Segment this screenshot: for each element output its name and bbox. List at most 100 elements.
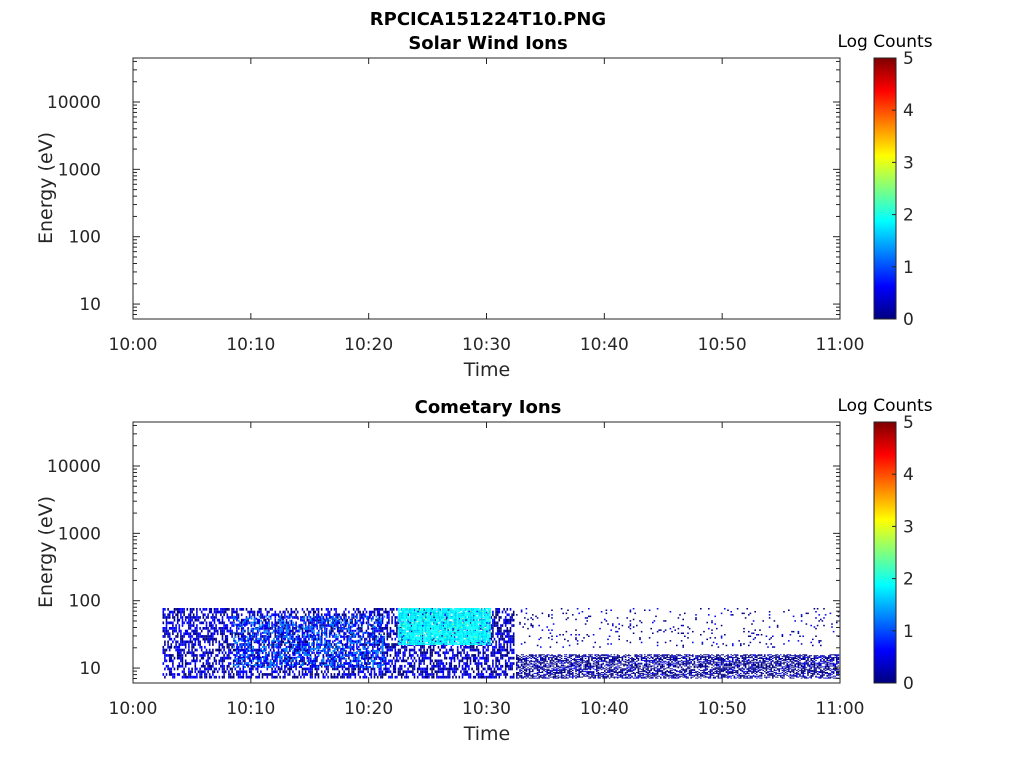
spectrogram-cell	[441, 633, 443, 635]
spectrogram-cell	[176, 635, 179, 638]
spectrogram-cell	[360, 627, 363, 630]
spectrogram-cell	[480, 662, 483, 665]
spectrogram-cell	[167, 640, 169, 644]
spectrogram-cell	[431, 608, 433, 611]
spectrogram-cell	[511, 651, 513, 655]
spectrogram-cell	[290, 635, 293, 638]
spectrogram-cell	[183, 608, 185, 611]
spectrogram-cell	[417, 622, 419, 624]
spectrogram-cell	[215, 629, 217, 633]
spectrogram-cell	[421, 637, 424, 641]
spectrogram-cell	[430, 630, 432, 633]
spectrogram-cell	[325, 664, 328, 668]
spectrogram-cell	[223, 648, 225, 652]
spectrogram-cell	[421, 659, 424, 663]
spectrogram-cell	[236, 649, 238, 652]
spectrogram-cell	[343, 619, 346, 622]
spectrogram-cell	[303, 633, 306, 636]
spectrogram-cell	[247, 643, 250, 646]
spectrogram-cell	[200, 670, 203, 674]
spectrogram-cell	[373, 673, 376, 676]
spectrogram-cell	[496, 664, 499, 668]
spectrogram-cell	[329, 664, 331, 666]
spectrogram-cell	[381, 673, 384, 676]
spectrogram-cell	[388, 667, 390, 671]
spectrogram-cell	[303, 617, 306, 620]
spectrogram-cell	[284, 647, 286, 650]
spectrogram-cell	[180, 635, 182, 638]
spectrogram-cell	[306, 627, 309, 630]
spectrogram-cell	[452, 642, 455, 644]
spectrogram-cell	[268, 625, 270, 628]
spectrogram-cell	[180, 637, 182, 641]
spectrogram-cell	[302, 662, 304, 664]
spectrogram-cell	[293, 673, 296, 676]
spectrogram-cell	[287, 645, 290, 648]
spectrogram-cell	[381, 675, 384, 679]
spectrogram-cell	[208, 667, 211, 671]
spectrogram-cell	[382, 656, 384, 658]
spectrogram-cell	[346, 667, 349, 671]
spectrogram-cell	[448, 656, 451, 660]
spectrogram-cell	[446, 637, 448, 640]
spectrogram-cell	[273, 649, 275, 652]
spectrogram-cell	[501, 635, 504, 638]
spectrogram-cell	[366, 641, 368, 644]
spectrogram-cell	[246, 635, 248, 638]
spectrogram-cell	[410, 615, 413, 617]
spectrogram-cell	[399, 633, 402, 635]
spectrogram-cell	[168, 667, 171, 671]
spectrogram-cell	[324, 629, 326, 632]
spectrogram-cell	[429, 673, 432, 676]
spectrogram-cell	[335, 623, 338, 626]
spectrogram-cell	[192, 659, 195, 663]
spectrogram-cell	[314, 610, 317, 614]
spectrogram-cell	[256, 640, 259, 644]
spectrogram-cell	[220, 656, 222, 660]
spectrogram-cell	[493, 670, 496, 674]
solar-wind-panel: Solar Wind Ions 10:00 10:10 10:20 10:30 10:4…	[35, 32, 933, 381]
spectrogram-cell	[422, 608, 424, 610]
spectrogram-cell	[436, 613, 439, 616]
spectrogram-cell	[164, 648, 166, 652]
spectrogram-cell	[414, 642, 416, 644]
spectrogram-cell	[402, 670, 405, 674]
spectrogram-cell	[372, 624, 374, 627]
spectrogram-cell	[370, 633, 373, 636]
spectrogram-cell	[469, 659, 472, 663]
spectrogram-cell	[420, 633, 423, 635]
spectrogram-cell	[394, 664, 397, 668]
spectrogram-cell	[422, 616, 424, 618]
x-tick-label: 10:40	[580, 335, 629, 355]
spectrogram-cell	[509, 635, 512, 638]
spectrogram-cell	[173, 610, 176, 614]
spectrogram-cell	[487, 654, 489, 657]
spectrogram-cell	[415, 613, 418, 616]
spectrogram-cell	[338, 651, 341, 654]
spectrogram-cell	[414, 623, 416, 625]
spectrogram-cell	[430, 640, 432, 643]
spectrogram-cell	[287, 659, 289, 663]
spectrogram-cell	[434, 670, 437, 674]
spectrogram-cell	[418, 673, 421, 676]
spectrogram-cell	[202, 621, 205, 625]
spectrogram-cell	[183, 610, 185, 614]
spectrogram-cell	[223, 667, 225, 671]
spectrogram-cell	[412, 643, 415, 645]
spectrogram-cell	[332, 619, 334, 622]
spectrogram-cell	[197, 632, 200, 636]
spectrogram-cell	[356, 640, 358, 644]
spectrogram-cell	[194, 629, 197, 633]
spectrogram-cell	[184, 645, 187, 649]
spectrogram-cell	[295, 662, 298, 664]
spectrogram-cell	[441, 636, 443, 638]
spectrogram-cell	[428, 623, 431, 625]
spectrogram-cell	[302, 656, 304, 658]
spectrogram-cell	[401, 619, 403, 621]
spectrogram-cell	[351, 635, 353, 638]
spectrogram-cell	[404, 642, 407, 644]
spectrogram-cell	[172, 613, 174, 617]
spectrogram-cell	[330, 617, 333, 620]
spectrogram-cell	[308, 633, 310, 636]
spectrogram-cell	[496, 632, 499, 636]
